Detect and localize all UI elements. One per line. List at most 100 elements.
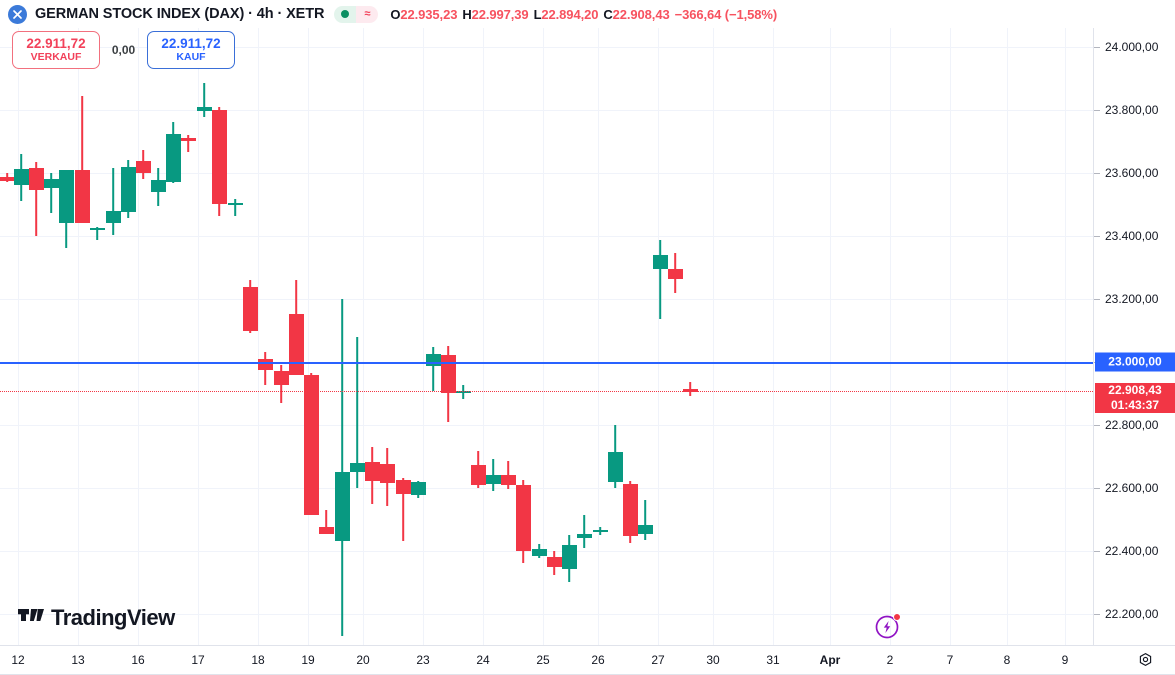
candle-body	[196, 106, 212, 112]
price-axis-label: 23.800,00	[1105, 102, 1159, 117]
candle-body	[303, 374, 319, 515]
candlestick	[607, 28, 623, 645]
candlestick	[561, 28, 577, 645]
candlestick	[455, 28, 471, 645]
approx-delayed-icon: ≈	[356, 5, 379, 23]
candle-body	[227, 202, 243, 205]
candle-body	[89, 227, 105, 231]
ohlc-low-value: 22.894,20	[541, 6, 599, 22]
candlestick	[576, 28, 592, 645]
candlestick	[0, 28, 15, 645]
candle-wick	[659, 239, 661, 320]
buy-price: 22.911,72	[161, 35, 221, 51]
grid-line-vertical	[950, 28, 951, 645]
grid-line-vertical	[258, 28, 259, 645]
candlestick	[410, 28, 426, 645]
grid-line-vertical	[890, 28, 891, 645]
candle-wick	[203, 83, 205, 117]
candle-body	[135, 161, 151, 173]
time-axis-label: 8	[1003, 653, 1011, 667]
candle-wick	[402, 478, 404, 542]
tradingview-logo-icon	[18, 604, 44, 631]
sell-button[interactable]: 22.911,72 VERKAUF	[12, 31, 100, 69]
chart-plot-area[interactable]	[0, 28, 1093, 645]
candle-wick	[356, 336, 358, 488]
last-price-badge[interactable]: 22.908,43 01:43:37	[1095, 382, 1175, 413]
grid-line-horizontal	[0, 109, 1093, 111]
candle-wick	[689, 382, 691, 397]
candle-body	[682, 389, 698, 392]
candle-body	[395, 479, 411, 494]
candle-body	[211, 109, 227, 205]
candle-wick	[432, 346, 434, 391]
ohlc-close-label: C	[603, 6, 613, 22]
candle-body	[13, 169, 29, 185]
candle-wick	[341, 298, 343, 636]
ohlc-open-value: 22.935,23	[400, 6, 458, 22]
blue-price-line[interactable]	[0, 361, 1093, 365]
time-axis-label: Apr	[819, 653, 841, 667]
price-axis-label: 22.200,00	[1105, 606, 1159, 621]
candlestick	[196, 28, 212, 645]
candle-body	[500, 475, 516, 486]
price-axis-label: 24.000,00	[1105, 39, 1159, 54]
candlestick	[667, 28, 683, 645]
candle-body	[74, 170, 90, 223]
candlestick	[682, 28, 698, 645]
symbol-title[interactable]: GERMAN STOCK INDEX (DAX) · 4h · XETR	[35, 6, 325, 22]
candle-body	[667, 268, 683, 280]
time-axis-label: 23	[416, 653, 430, 667]
candlestick	[592, 28, 608, 645]
time-scale-gear-icon[interactable]	[1137, 652, 1154, 669]
time-axis-label: 27	[651, 653, 665, 667]
price-axis[interactable]: 24.000,00 23.800,00 23.600,00 23.400,00 23.2…	[1093, 28, 1175, 645]
candle-body	[288, 313, 304, 375]
time-axis[interactable]: 12 13 16 17 18 19 20 23 24 25 26 27 30 31 Apr 2 7 8 9	[0, 645, 1175, 675]
lightning-bolt-badge-icon[interactable]	[874, 613, 901, 640]
grid-line-vertical	[78, 28, 79, 645]
candle-body	[592, 530, 608, 533]
candle-body	[576, 534, 592, 538]
candle-body	[515, 485, 531, 551]
candlestick	[180, 28, 196, 645]
candle-body	[349, 463, 365, 473]
price-axis-label: 23.400,00	[1105, 228, 1159, 243]
price-axis-tick	[1094, 550, 1100, 552]
grid-line-vertical	[713, 28, 714, 645]
candle-body	[105, 210, 121, 224]
candle-body	[165, 134, 181, 182]
candle-body	[622, 483, 638, 537]
grid-line-horizontal	[0, 46, 1093, 48]
candlestick	[74, 28, 90, 645]
price-axis-label: 23.600,00	[1105, 165, 1159, 180]
grid-line-horizontal	[0, 550, 1093, 552]
chart-header: GERMAN STOCK INDEX (DAX) · 4h · XETR ≈ O…	[0, 0, 1175, 28]
price-axis-label: 22.400,00	[1105, 543, 1159, 558]
candle-body	[43, 179, 59, 188]
price-axis-blue-badge[interactable]: 23.000,00	[1095, 352, 1175, 372]
price-axis-tick	[1094, 424, 1100, 426]
time-axis-label: 18	[251, 653, 265, 667]
grid-line-vertical	[198, 28, 199, 645]
ohlc-high-label: H	[462, 6, 472, 22]
candle-body	[242, 286, 258, 331]
candlestick	[43, 28, 59, 645]
candlestick	[515, 28, 531, 645]
last-price-line[interactable]	[0, 390, 1093, 392]
candle-body	[440, 354, 456, 394]
buy-button[interactable]: 22.911,72 KAUF	[147, 31, 235, 69]
ohlc-low-label: L	[533, 6, 542, 22]
candle-body	[652, 254, 668, 269]
time-axis-label: 26	[591, 653, 605, 667]
grid-line-vertical	[1007, 28, 1008, 645]
time-axis-label: 19	[301, 653, 315, 667]
candlestick	[120, 28, 136, 645]
time-axis-label: 12	[11, 653, 25, 667]
grid-line-vertical	[773, 28, 774, 645]
grid-line-horizontal	[0, 235, 1093, 237]
candle-body	[273, 371, 289, 386]
candle-body	[531, 548, 547, 557]
time-axis-label: 25	[536, 653, 550, 667]
candle-body	[410, 481, 426, 495]
